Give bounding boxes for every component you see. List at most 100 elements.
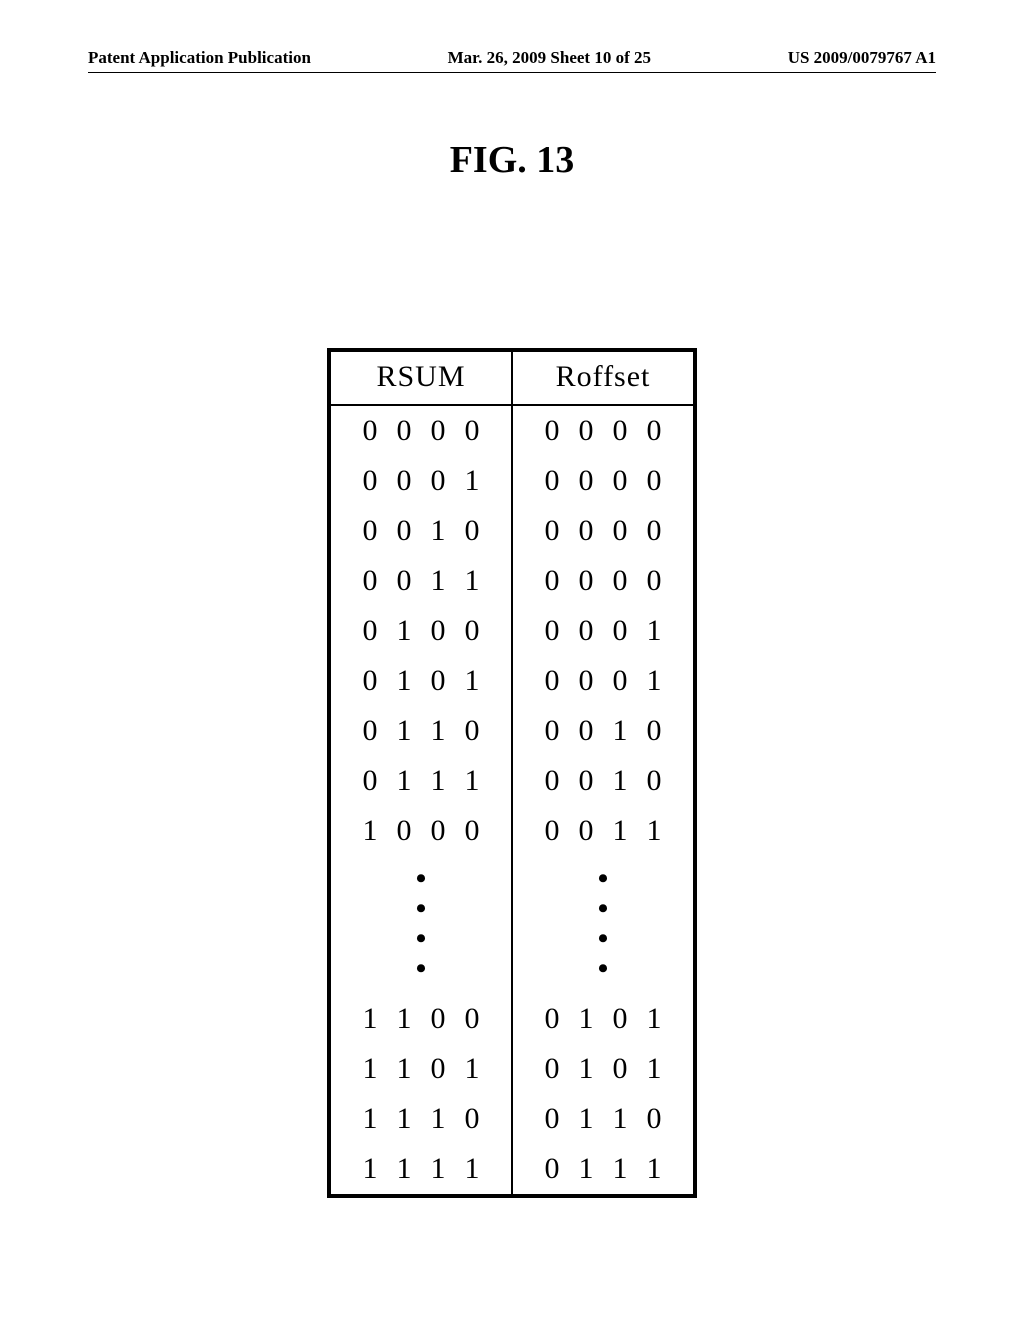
digit: 0 [569, 416, 603, 446]
col-header-rsum: RSUM [329, 350, 512, 405]
digit: 1 [353, 1104, 387, 1134]
digit: 1 [455, 1154, 489, 1184]
table-row: 01100010 [329, 706, 695, 756]
digit: 1 [603, 1104, 637, 1134]
table-row: 01110010 [329, 756, 695, 806]
digit: 0 [353, 516, 387, 546]
roffset-cell: 0101 [512, 994, 695, 1044]
digit: 1 [387, 766, 421, 796]
header-left: Patent Application Publication [88, 48, 311, 68]
digit: 1 [569, 1004, 603, 1034]
roffset-cell: 0010 [512, 706, 695, 756]
roffset-cell: 0000 [512, 456, 695, 506]
roffset-cell: 0101 [512, 1044, 695, 1094]
rsum-cell: 0110 [329, 706, 512, 756]
digit: 0 [535, 1004, 569, 1034]
digit: 0 [637, 516, 671, 546]
roffset-cell: 0001 [512, 606, 695, 656]
digit: 0 [637, 466, 671, 496]
table-row: 00000000 [329, 405, 695, 456]
digit: 1 [569, 1154, 603, 1184]
roffset-cell: 0110 [512, 1094, 695, 1144]
digit: 1 [603, 716, 637, 746]
digit: 1 [637, 816, 671, 846]
digit: 0 [421, 1054, 455, 1084]
lookup-table-wrap: RSUM Roffset 000000000001000000100000001… [327, 348, 697, 1198]
digit: 0 [535, 1154, 569, 1184]
digit: 0 [455, 1004, 489, 1034]
table-row: 10000011 [329, 806, 695, 856]
table-row: 11010101 [329, 1044, 695, 1094]
digit: 0 [637, 566, 671, 596]
digit: 0 [353, 666, 387, 696]
digit: 0 [421, 1004, 455, 1034]
digit: 0 [353, 466, 387, 496]
table-row: 01000001 [329, 606, 695, 656]
digit: 0 [535, 766, 569, 796]
digit: 1 [603, 1154, 637, 1184]
digit: 0 [455, 516, 489, 546]
digit: 0 [637, 416, 671, 446]
digit: 0 [603, 616, 637, 646]
digit: 1 [387, 1054, 421, 1084]
digit: 1 [421, 716, 455, 746]
digit: 1 [455, 1054, 489, 1084]
digit: 1 [637, 1054, 671, 1084]
digit: 0 [603, 1004, 637, 1034]
digit: 0 [569, 616, 603, 646]
rsum-cell: 0101 [329, 656, 512, 706]
roffset-cell: 0001 [512, 656, 695, 706]
digit: 1 [637, 616, 671, 646]
digit: 0 [535, 716, 569, 746]
digit: 1 [387, 666, 421, 696]
table-row: 01010001 [329, 656, 695, 706]
digit: 0 [353, 716, 387, 746]
digit: 1 [637, 1004, 671, 1034]
digit: 0 [603, 466, 637, 496]
digit: 1 [421, 516, 455, 546]
digit: 0 [387, 516, 421, 546]
digit: 1 [569, 1104, 603, 1134]
digit: 1 [455, 766, 489, 796]
table-row: 11110111 [329, 1144, 695, 1196]
digit: 0 [421, 816, 455, 846]
digit: 0 [387, 416, 421, 446]
digit: 0 [603, 416, 637, 446]
table-row: 11000101 [329, 994, 695, 1044]
roffset-cell: 0011 [512, 806, 695, 856]
digit: 1 [387, 716, 421, 746]
digit: 0 [421, 666, 455, 696]
rsum-cell: 0001 [329, 456, 512, 506]
digit: 0 [535, 416, 569, 446]
digit: 0 [353, 416, 387, 446]
digit: 0 [421, 466, 455, 496]
digit: 1 [353, 1154, 387, 1184]
digit: 0 [569, 766, 603, 796]
rsum-cell: 1100 [329, 994, 512, 1044]
roffset-cell: 0111 [512, 1144, 695, 1196]
digit: 1 [455, 466, 489, 496]
rsum-cell: 1101 [329, 1044, 512, 1094]
digit: 0 [569, 666, 603, 696]
digit: 0 [603, 516, 637, 546]
digit: 1 [569, 1054, 603, 1084]
digit: 1 [387, 1104, 421, 1134]
table-header-row: RSUM Roffset [329, 350, 695, 405]
digit: 0 [455, 1104, 489, 1134]
page-header: Patent Application Publication Mar. 26, … [88, 48, 936, 73]
roffset-cell: 0000 [512, 405, 695, 456]
digit: 0 [535, 616, 569, 646]
digit: 1 [353, 1004, 387, 1034]
roffset-cell: 0000 [512, 506, 695, 556]
digit: 1 [455, 666, 489, 696]
digit: 0 [603, 1054, 637, 1084]
digit: 1 [637, 1154, 671, 1184]
digit: 0 [353, 616, 387, 646]
digit: 0 [569, 716, 603, 746]
digit: 1 [421, 1104, 455, 1134]
digit: 0 [569, 516, 603, 546]
roffset-cell: 0010 [512, 756, 695, 806]
digit: 0 [455, 616, 489, 646]
digit: 1 [353, 1054, 387, 1084]
digit: 0 [455, 416, 489, 446]
